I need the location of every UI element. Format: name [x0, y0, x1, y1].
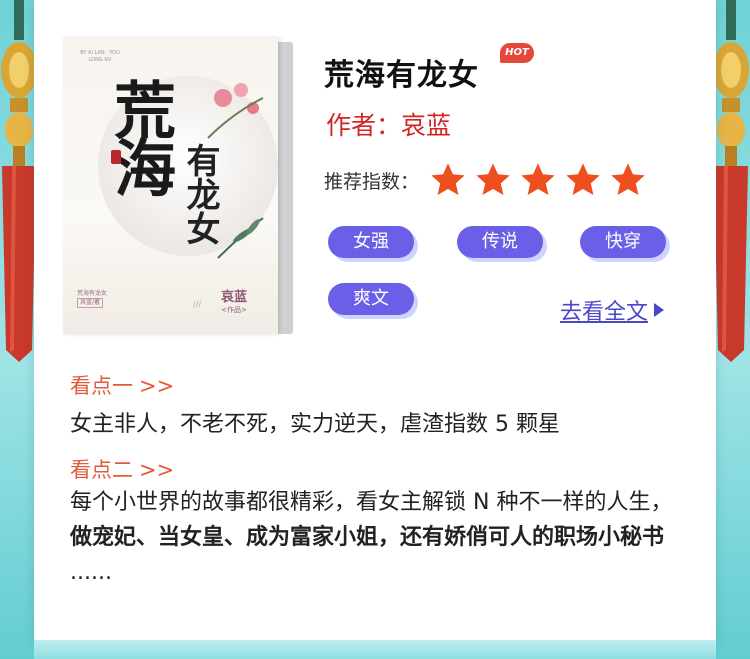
cover-mini-box: 哀蓝/著 — [77, 298, 104, 308]
star-icon — [521, 163, 555, 196]
star-icon — [611, 163, 645, 196]
rating-label: 推荐指数： — [324, 170, 420, 193]
cover-author-name: 哀蓝 — [220, 290, 247, 305]
highlight-2-text-bold: 做宠妃、当女皇、成为富家小姐，还有娇俏可人的职场小秘书 — [70, 525, 665, 550]
highlight-2-arrow: >> — [139, 458, 175, 482]
cover-calligraphy-big: 荒海 — [103, 78, 176, 194]
read-more-link[interactable]: 去看全文 — [560, 294, 665, 326]
highlight-1-arrow: >> — [139, 374, 175, 398]
cover-calligraphy-small: 有龙女 — [180, 143, 220, 245]
play-arrow-icon — [654, 303, 665, 317]
highlight-2-text-tail: ...... — [70, 560, 112, 585]
cover-author: 哀蓝 <作品> — [213, 286, 255, 315]
tag-item[interactable]: 传说 — [457, 226, 543, 258]
rating-row: 推荐指数： — [324, 162, 647, 198]
cover-art: BY AI LAN · YOU LONG NV 荒海 有龙女 荒海有龙女 哀蓝/… — [63, 38, 278, 334]
highlight-2-text-plain: 每个小世界的故事都很精彩，看女主解锁 N 种不一样的人生， — [70, 490, 673, 515]
highlight-2-title-text: 看点二 — [70, 458, 133, 482]
cover-mini-info: 荒海有龙女 哀蓝/著 — [77, 290, 107, 308]
highlight-1-text: 女主非人，不老不死，实力逆天，虐渣指数 5 颗星 — [70, 412, 560, 437]
right-tassel-decoration — [713, 0, 749, 362]
star-icon — [431, 163, 465, 196]
book-title[interactable]: 荒海有龙女 — [324, 58, 479, 93]
highlight-1-title: 看点一 >> — [70, 370, 174, 400]
highlight-2-text: 每个小世界的故事都很精彩，看女主解锁 N 种不一样的人生， 做宠妃、当女皇、成为富… — [70, 485, 690, 590]
rating-stars — [429, 161, 647, 199]
read-more-label: 去看全文 — [560, 300, 649, 325]
cover-fine-print: BY AI LAN · YOU LONG NV — [80, 50, 120, 63]
book-cover[interactable]: BY AI LAN · YOU LONG NV 荒海 有龙女 荒海有龙女 哀蓝/… — [63, 38, 293, 334]
cover-slashes: /// — [193, 300, 202, 309]
tag-item[interactable]: 女强 — [328, 226, 414, 258]
cover-mini-title: 荒海有龙女 — [77, 290, 108, 297]
tag-item[interactable]: 爽文 — [328, 283, 414, 315]
author-line: 作者：哀蓝 — [326, 111, 452, 140]
tag-item[interactable]: 快穿 — [580, 226, 666, 258]
cover-flower-icon — [207, 83, 264, 139]
card-bottom-edge — [34, 640, 716, 659]
left-tassel-decoration — [1, 0, 37, 362]
star-icon — [566, 163, 600, 196]
highlight-2-title: 看点二 >> — [70, 454, 174, 484]
star-icon — [476, 163, 510, 196]
cover-bamboo-icon — [217, 217, 264, 259]
cover-author-suffix: <作品> — [221, 306, 247, 314]
highlight-1-title-text: 看点一 — [70, 374, 133, 398]
cover-seal-icon — [111, 150, 121, 164]
hot-badge: HOT — [500, 43, 534, 63]
